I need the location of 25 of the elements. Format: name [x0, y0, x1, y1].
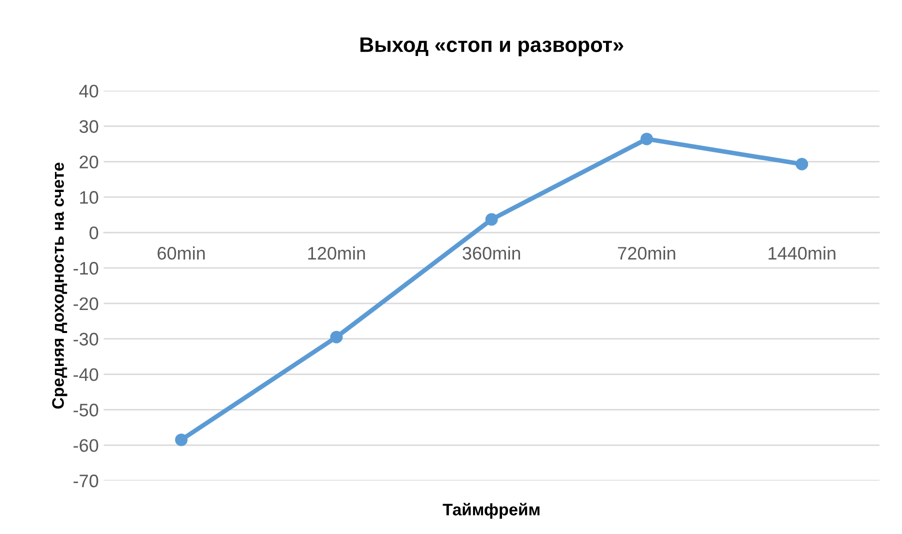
y-axis-title: Средняя доходность на счете — [52, 162, 68, 409]
y-tick-label: 20 — [80, 156, 98, 168]
point — [330, 330, 343, 344]
x-tick-label: 60min — [158, 246, 205, 260]
x-tick-label: 1440min — [768, 246, 836, 260]
x-axis-title: Таймфрейм — [442, 502, 540, 519]
point — [796, 158, 808, 170]
y-tick-label: 40 — [79, 84, 98, 98]
y-tick-label: 10 — [80, 191, 98, 204]
x-tick-label: 360min — [462, 246, 520, 260]
y-tick-label: -50 — [74, 404, 98, 416]
y-tick-label: -70 — [74, 474, 98, 488]
chart-title: Выход «стоп и разворот» — [360, 38, 624, 56]
x-tick-label: 720min — [618, 246, 676, 260]
y-tick-label: -20 — [74, 297, 98, 310]
point — [175, 434, 188, 446]
x-tick-label: 120min — [308, 246, 365, 260]
y-tick-label: -10 — [74, 262, 98, 275]
y-tick-label: -30 — [74, 332, 98, 346]
point — [640, 132, 653, 146]
y-tick-label: -60 — [74, 439, 98, 452]
y-tick-label: 30 — [79, 120, 98, 133]
y-tick-label: 0 — [90, 226, 98, 240]
y-tick-label: -40 — [74, 368, 98, 382]
point — [485, 213, 498, 226]
